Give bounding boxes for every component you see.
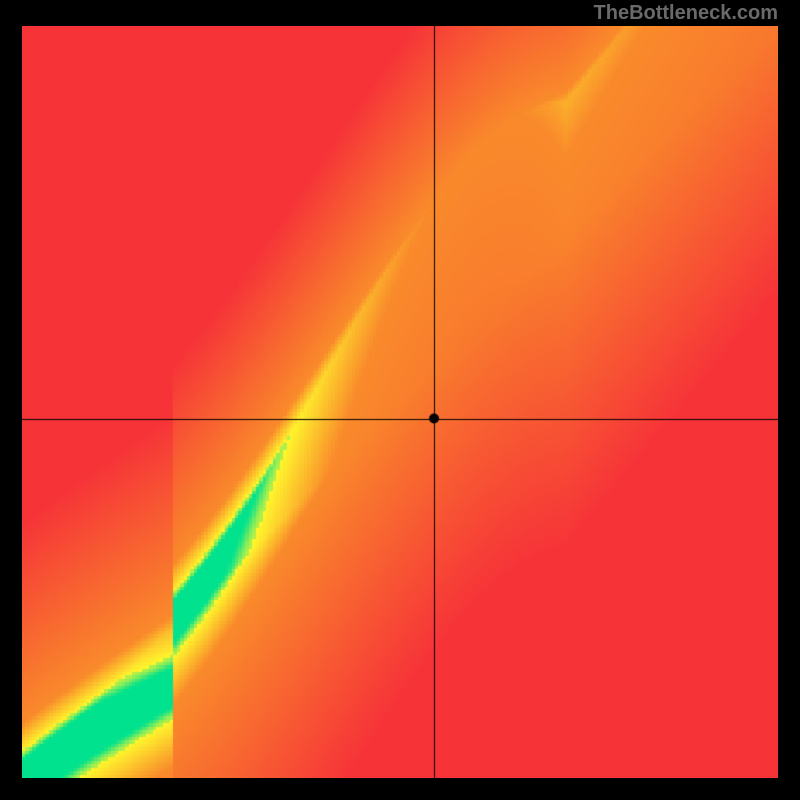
watermark-text: TheBottleneck.com — [594, 2, 778, 25]
heatmap-plot — [22, 26, 778, 778]
outer-frame: TheBottleneck.com — [0, 0, 800, 800]
heatmap-canvas — [22, 26, 778, 778]
